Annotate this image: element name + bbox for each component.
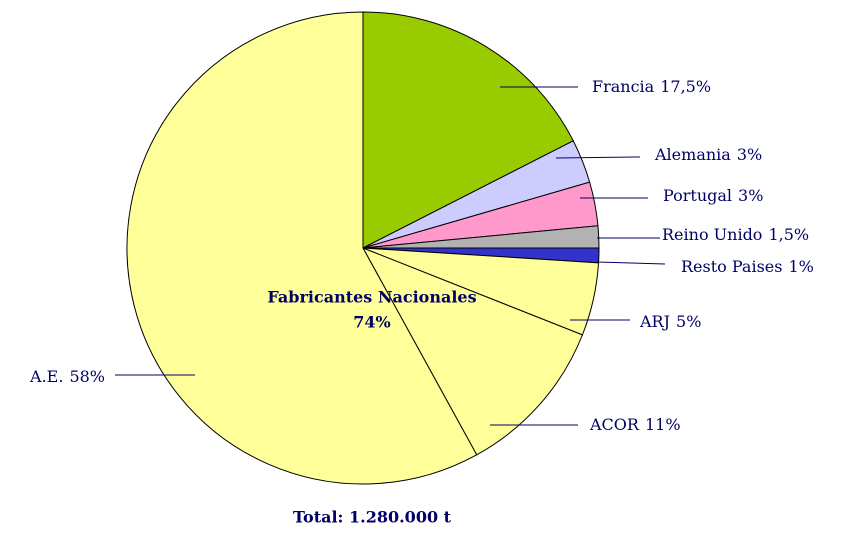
slice-label: Resto Paises 1% xyxy=(681,257,814,276)
slice-value: 58% xyxy=(69,367,105,386)
slice-value: 1,5% xyxy=(768,225,809,244)
slice-value: 1% xyxy=(788,257,813,276)
slice-name: Portugal xyxy=(663,186,732,205)
annotation: Fabricantes Nacionales xyxy=(267,288,476,307)
slice-label: A.E. 58% xyxy=(29,367,105,386)
slice-name: A.E. xyxy=(29,367,63,386)
leader xyxy=(596,261,666,265)
slice xyxy=(362,11,574,249)
slice-name: ACOR xyxy=(589,415,640,434)
annotation-value: 74% xyxy=(353,313,390,332)
slice-label: ARJ 5% xyxy=(639,312,701,331)
slice-name: Reino Unido xyxy=(662,225,762,244)
slice-label: Alemania 3% xyxy=(654,145,762,164)
slice-label: Francia 17,5% xyxy=(592,77,711,96)
labels: Francia 17,5% Alemania 3% Portugal 3% Reino Un… xyxy=(29,77,814,434)
slice-value: 5% xyxy=(676,312,701,331)
slice xyxy=(126,11,478,485)
slice-name: ARJ xyxy=(639,312,670,331)
slice-name: Alemania xyxy=(654,145,731,164)
slice-value: 3% xyxy=(738,186,763,205)
slice-name: Resto Paises xyxy=(681,257,782,276)
slice-name: Francia xyxy=(592,77,655,96)
pie xyxy=(126,11,600,485)
slice xyxy=(361,247,584,456)
footer: Total: 1.280.000 t xyxy=(293,508,452,527)
leader xyxy=(555,156,641,159)
slice-value: 3% xyxy=(737,145,762,164)
slice-label: Portugal 3% xyxy=(663,186,763,205)
slice-label: ACOR 11% xyxy=(589,415,681,434)
slice-value: 11% xyxy=(645,415,681,434)
slice-label: Reino Unido 1,5% xyxy=(662,225,809,244)
slice-value: 17,5% xyxy=(660,77,711,96)
